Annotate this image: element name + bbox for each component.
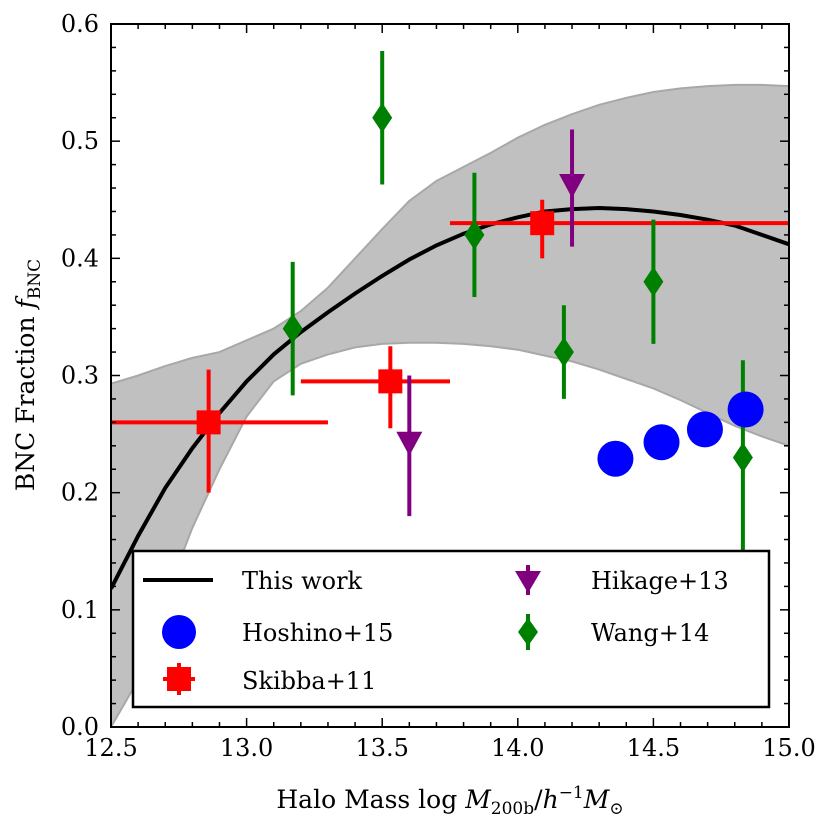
- x-tick-label: 12.5: [84, 734, 137, 762]
- legend-label-this-work: This work: [242, 567, 363, 595]
- hoshino-15-point-3: [686, 411, 723, 448]
- legend-marker-hikage: [515, 565, 541, 595]
- y-axis-label: BNC Fraction fBNC: [11, 259, 45, 491]
- confidence-band-layer: [111, 83, 789, 727]
- wang-14-point-6: [732, 442, 753, 473]
- y-tick-label: 0.2: [61, 479, 99, 507]
- y-tick-label: 0.5: [61, 127, 99, 155]
- x-tick-label: 13.0: [220, 734, 273, 762]
- legend-box: [131, 549, 771, 709]
- marker-layer: [196, 102, 764, 477]
- wang-14-point-4: [553, 337, 574, 368]
- hoshino-15-point-1: [597, 440, 634, 477]
- wang-14-point-2: [372, 102, 393, 133]
- plot-frame: [110, 23, 790, 728]
- y-tick-label: 0.1: [61, 596, 99, 624]
- hoshino-15-point-4: [727, 391, 764, 428]
- axis-ticks: 12.5 13.0 13.5 14.0 14.5 15.0 0.0 0.1 0.2 0.3 0.4 0…: [61, 10, 816, 762]
- y-tick-label: 0.6: [61, 10, 99, 38]
- legend-marker-wang: [518, 614, 538, 650]
- legend-label-hikage: Hikage+13: [591, 567, 729, 595]
- x-axis-label: Halo Mass log M200b/h−1M⊙: [276, 783, 623, 819]
- y-tick-label: 0.0: [61, 713, 99, 741]
- x-tick-label: 14.5: [627, 734, 680, 762]
- skibba-11-point-3: [530, 211, 555, 236]
- x-tick-label: 15.0: [762, 734, 815, 762]
- legend-label-skibba: Skibba+11: [242, 667, 376, 695]
- legend-label-wang: Wang+14: [591, 619, 709, 647]
- wang-14-point-3: [464, 219, 485, 250]
- hoshino-15-point-2: [643, 424, 680, 461]
- hikage-13-point-2: [559, 174, 586, 199]
- skibba-11-point-2: [378, 369, 403, 394]
- series-line-this-work: [111, 205, 789, 590]
- confidence-band: [111, 83, 789, 727]
- legend-marker-skibba: [163, 663, 195, 695]
- x-tick-label: 13.5: [355, 734, 408, 762]
- y-tick-label: 0.3: [61, 362, 99, 390]
- y-tick-label: 0.4: [61, 244, 99, 272]
- x-tick-label: 14.0: [491, 734, 544, 762]
- wang-14-point-1: [282, 313, 303, 344]
- model-line-layer: [111, 205, 789, 590]
- legend-marker-hoshino: [162, 615, 196, 649]
- legend: This work Hoshino+15 Skibba+11 Hikage+13…: [131, 549, 771, 709]
- wang-14-point-5: [643, 266, 664, 297]
- hikage-13-point-1: [396, 431, 423, 456]
- skibba-11-point-1: [196, 410, 221, 435]
- legend-label-hoshino: Hoshino+15: [242, 619, 393, 647]
